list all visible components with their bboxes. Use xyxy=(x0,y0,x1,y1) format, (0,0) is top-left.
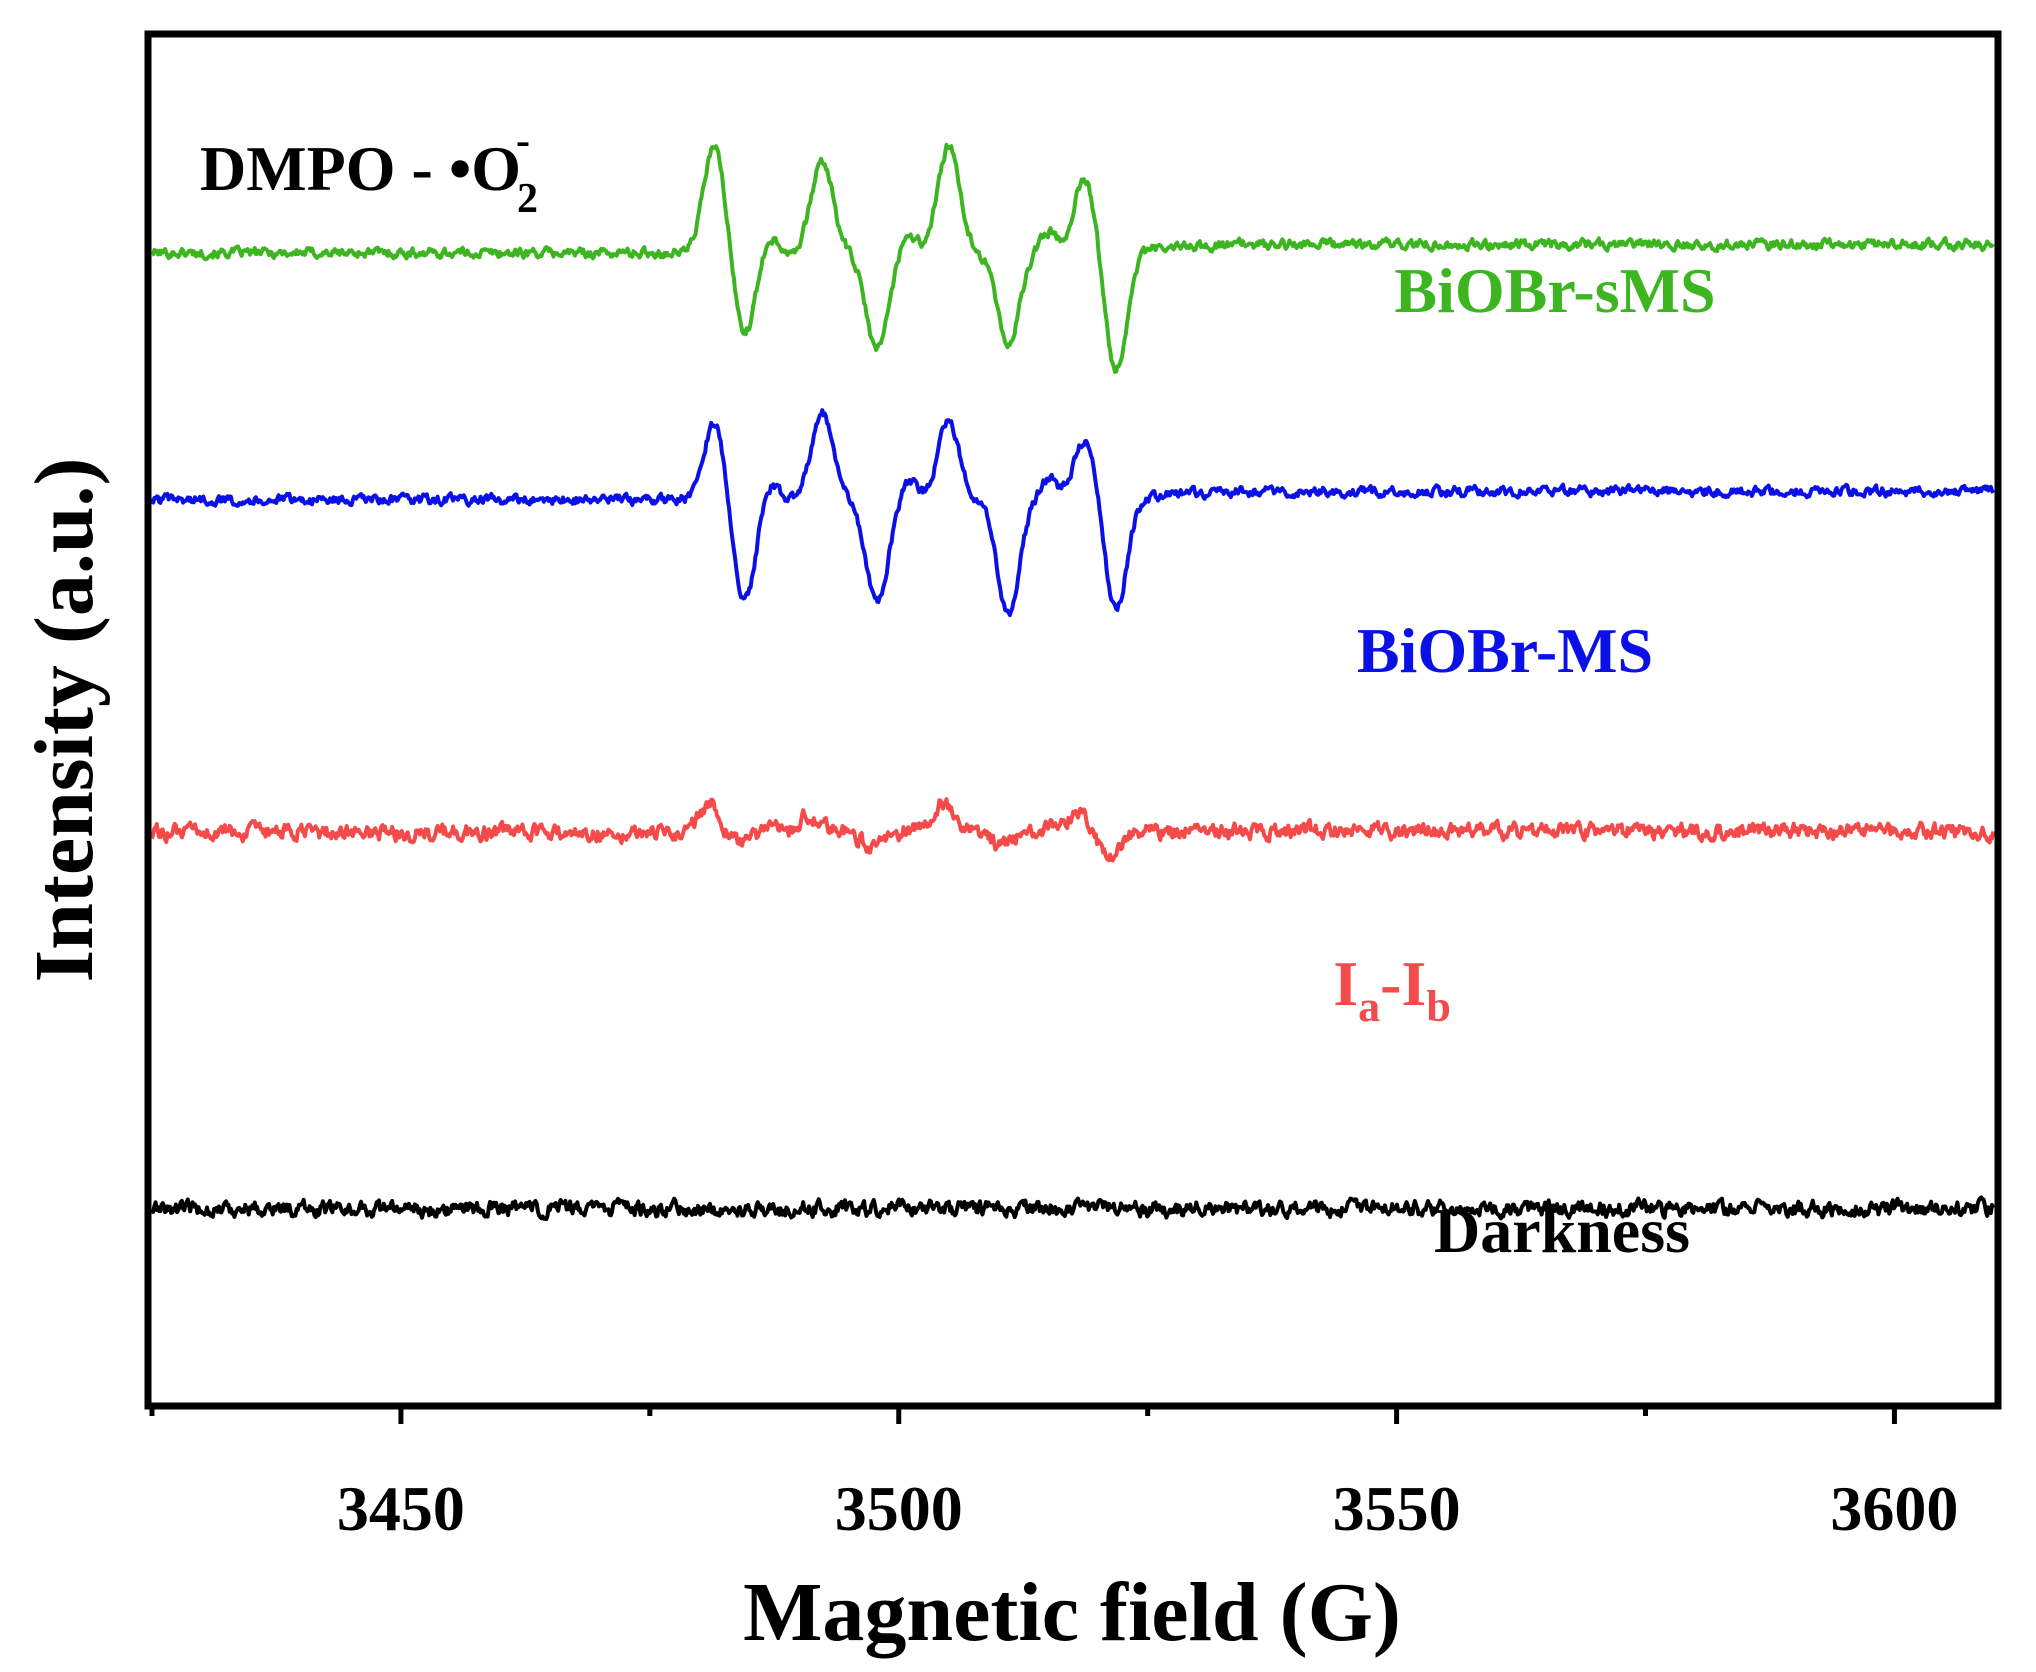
series-label-main-2: -I xyxy=(1380,948,1426,1019)
series-line-ia-ib xyxy=(150,797,1996,863)
series-label-main: Darkness xyxy=(1434,1195,1690,1266)
x-tick-label-3550: 3550 xyxy=(1333,1473,1461,1544)
annotation-prefix: DMPO - •O xyxy=(200,133,521,204)
series-label-biobr-sms: BiOBr-sMS xyxy=(1394,255,1715,326)
series-label-subscript-2: b xyxy=(1426,982,1450,1031)
annotation-dmpo: DMPO - •O2 - xyxy=(200,118,538,222)
x-tick-label-3500: 3500 xyxy=(835,1473,963,1544)
series-label-darkness: Darkness xyxy=(1434,1195,1690,1266)
series-label-subscript: a xyxy=(1358,982,1380,1031)
series-line-darkness xyxy=(150,1195,1996,1222)
series-line-biobr-ms xyxy=(150,408,1996,618)
annotation-subscript: 2 xyxy=(517,176,538,222)
series-label-biobr-ms: BiOBr-MS xyxy=(1357,615,1653,686)
series-labels: BiOBr-sMS BiOBr-MS Ia-Ib Darkness xyxy=(1333,255,1715,1266)
x-axis-ticks xyxy=(149,1404,1897,1424)
series-label-main: BiOBr-MS xyxy=(1357,615,1653,686)
series-line-biobr-sms xyxy=(151,142,1995,374)
x-axis-tick-labels: 3450 3500 3550 3600 xyxy=(337,1473,1959,1544)
annotation-superscript: - xyxy=(516,118,530,164)
series-label-main: BiOBr-sMS xyxy=(1394,255,1715,326)
series-label-main: I xyxy=(1333,948,1358,1019)
series-label-ia-ib: Ia-Ib xyxy=(1333,948,1451,1031)
x-axis-label: Magnetic field (G) xyxy=(743,1566,1401,1659)
plot-frame xyxy=(144,30,2002,1410)
spectra-traces xyxy=(150,142,1996,1222)
x-tick-label-3450: 3450 xyxy=(337,1473,465,1544)
y-axis-label: Intensity (a.u.) xyxy=(18,457,111,982)
x-tick-label-3600: 3600 xyxy=(1830,1473,1958,1544)
